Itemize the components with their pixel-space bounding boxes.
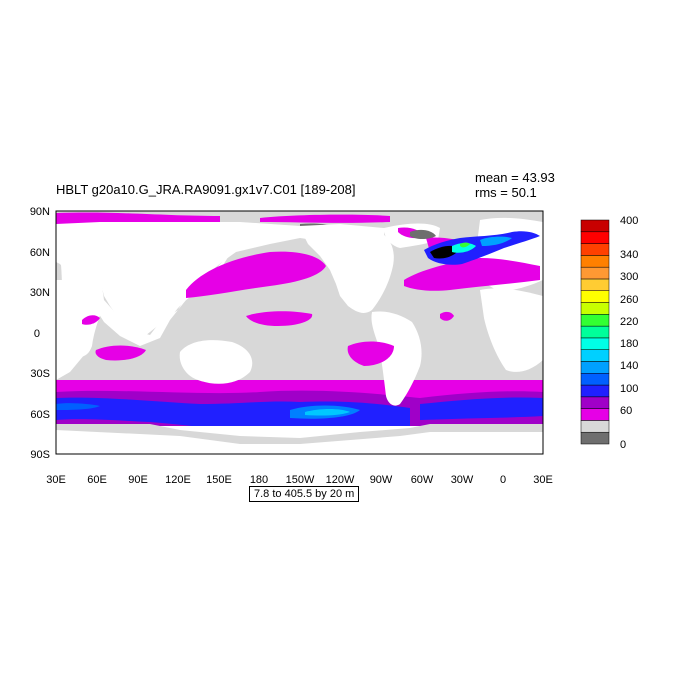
colorbar-swatch	[580, 384, 610, 398]
lon-label-90e: 90E	[128, 474, 148, 486]
irminger-blue	[480, 236, 512, 246]
lat-label-90n: 90N	[30, 206, 50, 218]
colorbar-label-260: 260	[620, 294, 638, 306]
lon-label-30e: 30E	[46, 474, 66, 486]
lat-label-0: 0	[34, 328, 40, 340]
labrador-green	[460, 242, 470, 248]
colorbar-label-220: 220	[620, 316, 638, 328]
colorbar-swatch	[580, 373, 610, 386]
antarctic-shelf	[56, 424, 543, 444]
lat-label-30n: 30N	[30, 287, 50, 299]
colorbar-label-60: 60	[620, 405, 632, 417]
colorbar-swatch	[580, 337, 610, 350]
colorbar-swatch	[580, 302, 610, 315]
north-atlantic-blue	[424, 231, 540, 265]
colorbar-swatch	[580, 420, 610, 433]
colorbar-swatch	[580, 290, 610, 303]
southeast-pacific-patch	[347, 341, 394, 366]
africa-east-land	[480, 288, 543, 372]
lon-label-0: 0	[500, 474, 506, 486]
colorbar-label-100: 100	[620, 383, 638, 395]
colorbar-swatch	[580, 278, 610, 291]
longitude-axis: 30E 60E 90E 120E 150E 180 150W 120W 90W …	[46, 474, 553, 486]
arabian-sea-patch	[82, 315, 100, 325]
lon-label-90w: 90W	[370, 474, 393, 486]
map-title: HBLT g20a10.G_JRA.RA9091.gx1v7.C01 [189-…	[56, 182, 356, 197]
colorbar-label-340: 340	[620, 249, 638, 261]
lon-label-150w: 150W	[286, 474, 315, 486]
north-atlantic-patch	[404, 258, 540, 291]
southern-ocean-blue-band-east	[420, 397, 543, 420]
colorbar-label-300: 300	[620, 271, 638, 283]
colorbar-swatch	[580, 231, 610, 244]
southern-ocean-cyan-core	[305, 409, 350, 416]
colorbar-label-180: 180	[620, 338, 638, 350]
indian-ocean-patch	[95, 345, 146, 361]
contour-info-box: 7.8 to 405.5 by 20 m	[249, 486, 360, 502]
equatorial-pacific-patch	[246, 311, 313, 326]
south-america-land	[371, 311, 422, 406]
lon-label-150e: 150E	[206, 474, 232, 486]
colorbar-swatch	[580, 314, 610, 327]
colorbar-swatch	[580, 431, 610, 445]
lat-label-60s: 60S	[30, 409, 50, 421]
colorbar-labels: 0 60 100 140 180 220 260 300 340 400	[620, 215, 638, 451]
africa-land-2	[56, 280, 100, 380]
colorbar-swatch	[580, 349, 610, 362]
colorbar	[580, 219, 610, 445]
southern-ocean-west-core	[56, 403, 100, 410]
lon-label-60e: 60E	[87, 474, 107, 486]
tropical-atlantic-patch	[440, 311, 454, 321]
colorbar-swatch	[580, 361, 610, 374]
lon-label-120e: 120E	[165, 474, 191, 486]
colorbar-label-140: 140	[620, 360, 638, 372]
colorbar-swatch	[580, 266, 610, 280]
map-frame	[55, 210, 544, 455]
map-field	[56, 211, 543, 454]
australia-land	[179, 340, 253, 384]
north-pacific-patch	[186, 251, 326, 298]
colorbar-swatch	[580, 325, 610, 339]
rms-stat: rms = 50.1	[475, 185, 537, 200]
colorbar-swatch	[580, 219, 610, 233]
arctic-magenta-patch-3	[260, 214, 390, 223]
lat-label-90s: 90S	[30, 449, 50, 461]
hudson-ice-patch	[410, 229, 436, 239]
colorbar-swatch	[580, 243, 610, 256]
mean-stat: mean = 43.93	[475, 170, 555, 185]
colorbar-swatch	[580, 255, 610, 268]
lat-label-60n: 60N	[30, 247, 50, 259]
lon-label-120w: 120W	[326, 474, 355, 486]
colorbar-label-400: 400	[620, 215, 638, 227]
lon-label-30e-right: 30E	[533, 474, 553, 486]
colorbar-swatch	[580, 408, 610, 421]
latitude-axis: 90N 60N 30N 0 30S 60S 90S	[30, 206, 50, 461]
north-america-land	[300, 225, 394, 313]
lon-label-30w: 30W	[451, 474, 474, 486]
colorbar-swatch	[580, 396, 610, 409]
lat-label-30s: 30S	[30, 368, 50, 380]
lon-label-180: 180	[250, 474, 268, 486]
lon-label-60w: 60W	[411, 474, 434, 486]
colorbar-label-0: 0	[620, 439, 626, 451]
asia-land	[56, 222, 384, 340]
labrador-cyan	[452, 243, 476, 253]
